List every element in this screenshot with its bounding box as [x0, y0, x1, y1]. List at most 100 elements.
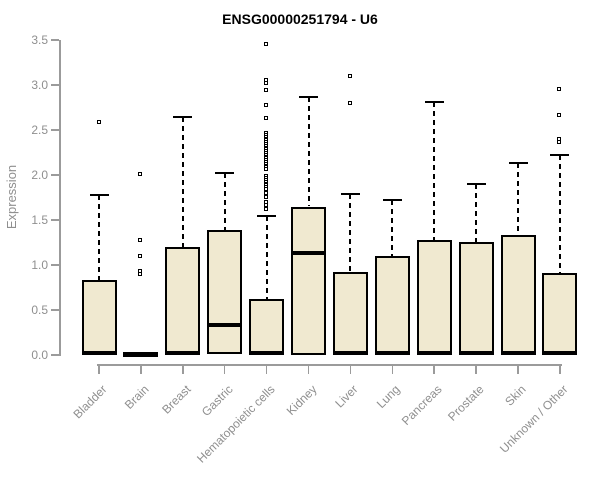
outlier-point-bladder [96, 120, 101, 125]
box-prostate [458, 241, 494, 355]
whisker-cap-kidney [299, 95, 318, 98]
median-liver [332, 351, 368, 356]
outlier-point-brain [138, 272, 143, 277]
x-tick-mark [307, 364, 310, 374]
outlier-point-brain [138, 268, 143, 273]
whisker-unknown-other [558, 155, 561, 274]
outlier-point-brain [138, 171, 143, 176]
x-tick-mark [223, 364, 226, 374]
whisker-cap-liver [340, 192, 360, 195]
y-tick-label: 1.5 [31, 213, 48, 227]
y-tick-mark [51, 309, 59, 311]
y-tick-mark [51, 354, 59, 356]
whisker-cap-bladder [89, 193, 109, 196]
box-skin [500, 235, 536, 355]
y-tick-mark [51, 264, 59, 266]
outlier-point-brain [138, 238, 143, 243]
x-tick-mark [391, 364, 394, 374]
box-unknown-other [542, 273, 578, 355]
box-gastric [207, 229, 243, 355]
box-pancreas [416, 239, 452, 355]
outlier-point-hematopoietic-cells [264, 115, 269, 120]
x-tick-mark [265, 364, 268, 374]
chart-title: ENSG00000251794 - U6 [222, 11, 378, 27]
outlier-point-hematopoietic-cells [264, 203, 269, 208]
median-pancreas [416, 351, 452, 356]
outlier-point-hematopoietic-cells [264, 80, 269, 85]
box-bladder [81, 280, 117, 355]
whisker-cap-unknown-other [550, 154, 570, 157]
x-tick-mark [433, 364, 435, 374]
y-tick-label: 3.5 [31, 33, 48, 47]
median-unknown-other [542, 351, 578, 356]
median-skin [500, 351, 536, 356]
median-gastric [207, 323, 243, 328]
box-lung [374, 256, 410, 355]
x-tick-mark [517, 364, 519, 374]
y-tick-label: 0.0 [31, 348, 48, 362]
outlier-point-hematopoietic-cells [264, 103, 269, 108]
box-kidney [291, 206, 326, 355]
whisker-cap-breast [173, 115, 193, 118]
whisker-gastric [223, 173, 226, 230]
outlier-point-hematopoietic-cells [264, 186, 269, 191]
whisker-bladder [98, 194, 100, 281]
y-tick-label: 3.0 [31, 78, 48, 92]
whisker-cap-gastric [215, 172, 235, 175]
y-tick-mark [51, 129, 59, 131]
y-axis-line [59, 39, 61, 356]
outlier-point-unknown-other [557, 113, 562, 118]
y-tick-mark [51, 39, 59, 41]
whisker-liver [349, 193, 352, 273]
y-tick-mark [51, 219, 59, 221]
median-brain [123, 352, 159, 357]
whisker-cap-prostate [466, 183, 486, 185]
whisker-prostate [475, 184, 478, 242]
median-hematopoietic-cells [249, 351, 285, 356]
x-axis-line [97, 364, 562, 366]
median-prostate [458, 351, 494, 356]
median-lung [374, 351, 410, 356]
median-breast [165, 351, 201, 356]
whisker-cap-skin [508, 162, 528, 165]
outlier-point-liver [347, 73, 352, 78]
outlier-point-liver [347, 100, 352, 105]
whisker-cap-hematopoietic-cells [257, 214, 277, 217]
outlier-point-hematopoietic-cells [264, 195, 269, 199]
median-bladder [81, 351, 117, 356]
x-tick-mark [140, 364, 142, 374]
x-tick-mark [559, 364, 561, 374]
outlier-point-unknown-other [557, 87, 562, 91]
box-breast [165, 247, 201, 355]
whisker-breast [181, 116, 184, 247]
median-kidney [291, 251, 326, 256]
whisker-skin [517, 163, 519, 236]
outlier-point-hematopoietic-cells [264, 199, 269, 204]
whisker-cap-lung [382, 199, 402, 202]
box-hematopoietic-cells [249, 299, 285, 355]
y-tick-label: 0.5 [31, 303, 48, 317]
outlier-point-hematopoietic-cells [264, 42, 269, 46]
outlier-point-brain [138, 254, 143, 259]
y-tick-label: 2.5 [31, 123, 48, 137]
whisker-kidney [307, 96, 310, 207]
outlier-point-hematopoietic-cells [264, 206, 269, 211]
outlier-point-hematopoietic-cells [264, 87, 269, 92]
outlier-point-hematopoietic-cells [264, 167, 269, 172]
x-tick-mark [182, 364, 184, 374]
outlier-point-unknown-other [557, 136, 562, 141]
whisker-pancreas [433, 102, 436, 240]
whisker-cap-pancreas [424, 101, 444, 104]
y-tick-label: 1.0 [31, 258, 48, 272]
whisker-hematopoietic-cells [265, 215, 268, 300]
box-liver [332, 272, 368, 355]
outlier-point-unknown-other [557, 140, 562, 145]
y-tick-mark [51, 84, 59, 86]
y-tick-mark [51, 174, 59, 176]
y-tick-label: 2.0 [31, 168, 48, 182]
x-tick-mark [98, 364, 100, 374]
whisker-lung [391, 200, 394, 256]
x-tick-mark [475, 364, 477, 374]
x-tick-mark [349, 364, 352, 374]
